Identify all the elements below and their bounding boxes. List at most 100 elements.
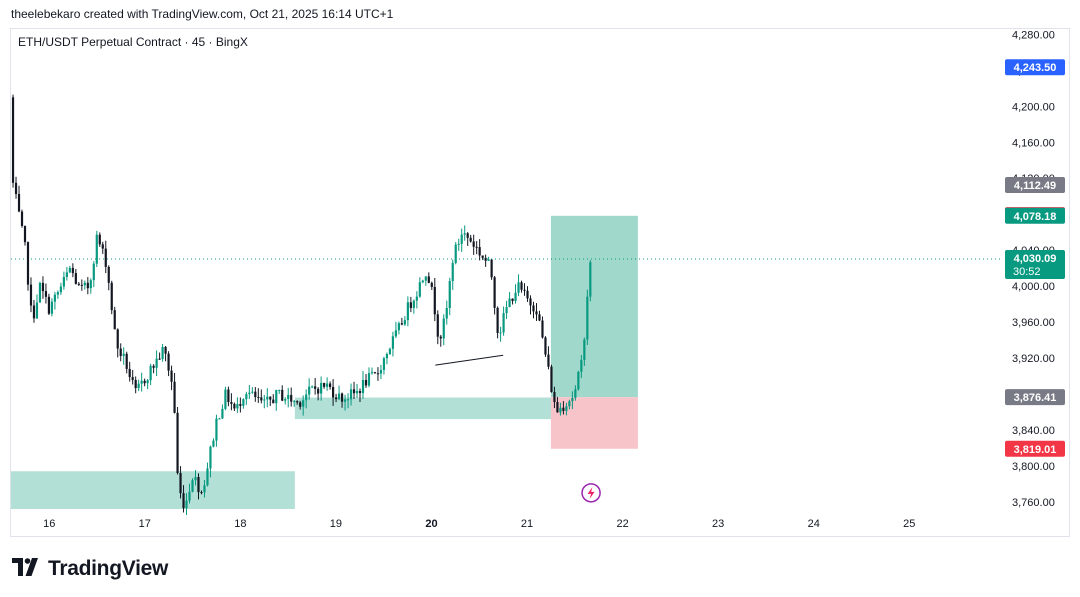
candle-body: [269, 396, 272, 400]
candle: [568, 399, 571, 410]
price-badge-bg: [1005, 440, 1065, 457]
candle: [50, 298, 54, 317]
candle: [14, 176, 18, 199]
candle: [481, 255, 484, 261]
candle-body: [508, 298, 511, 308]
candle-body: [182, 493, 185, 509]
candle: [388, 347, 392, 355]
y-tick-label: 3,920.00: [1012, 353, 1055, 365]
candle-body: [496, 307, 499, 333]
candle-body: [257, 397, 260, 399]
tradingview-brand[interactable]: TradingView: [12, 556, 168, 581]
candle-body: [263, 399, 266, 401]
price-badge-bg: [1005, 250, 1065, 280]
candle-body: [415, 296, 418, 301]
candle-body: [358, 391, 362, 394]
candle-body: [346, 399, 350, 401]
x-tick-label: 19: [330, 518, 342, 530]
candle: [490, 259, 493, 280]
candle-body: [481, 255, 484, 258]
candle-body: [32, 305, 36, 319]
candle: [248, 385, 251, 399]
candle: [323, 382, 326, 389]
candle-body: [337, 393, 341, 400]
candle-body: [553, 392, 556, 403]
candle-body: [409, 302, 412, 308]
candle: [59, 282, 62, 295]
candle: [460, 228, 463, 252]
candle: [394, 321, 398, 339]
x-tick-label: 22: [616, 518, 628, 530]
candle-body: [62, 276, 65, 287]
candle-body: [185, 500, 188, 509]
candle-body: [251, 391, 254, 393]
y-tick-label: 3,800.00: [1012, 461, 1055, 473]
candle: [245, 391, 248, 405]
candle: [62, 271, 65, 290]
candle-body: [281, 389, 284, 401]
candle: [427, 272, 430, 284]
candle-body: [568, 401, 571, 407]
candle-body: [41, 282, 45, 292]
candle-body: [523, 289, 526, 291]
candle: [358, 388, 362, 402]
price-badge: [1005, 207, 1065, 224]
candle: [296, 400, 299, 405]
candle-body: [260, 397, 263, 401]
price-badge-bg: [1005, 389, 1065, 406]
candle-body: [83, 282, 86, 286]
candle-body: [526, 290, 529, 299]
candle-body: [574, 389, 577, 398]
candle-body: [290, 394, 293, 402]
candle: [140, 372, 143, 392]
candle-body: [98, 234, 101, 245]
candle: [463, 225, 466, 241]
candle: [191, 478, 194, 493]
candle: [77, 282, 80, 286]
candle: [86, 277, 89, 295]
candle-body: [47, 296, 51, 314]
candle: [68, 265, 71, 274]
candle-body: [487, 259, 490, 261]
candle: [355, 383, 359, 398]
candle-body: [119, 348, 122, 356]
y-tick-label: 4,000.00: [1012, 281, 1055, 293]
chart-frame: [10, 28, 1070, 537]
candle-body: [314, 386, 317, 389]
candle: [164, 345, 167, 362]
candle-body: [128, 368, 131, 378]
candle: [101, 241, 104, 254]
candle: [263, 394, 266, 409]
candle-body: [275, 389, 278, 404]
candle-body: [287, 394, 290, 400]
candle: [38, 281, 42, 303]
candle-body: [179, 473, 182, 494]
candle-body: [445, 308, 448, 319]
candle-body: [340, 393, 344, 402]
candle: [526, 286, 529, 302]
candle-body: [35, 302, 39, 319]
candle: [167, 351, 170, 377]
candle: [137, 379, 140, 392]
candle: [469, 234, 472, 243]
candle: [209, 445, 212, 478]
candle: [155, 350, 158, 377]
candle: [56, 290, 60, 299]
candle-body: [493, 277, 496, 308]
candle: [131, 370, 134, 385]
candle-body: [391, 336, 395, 349]
candle: [197, 473, 200, 500]
candle-body: [343, 399, 347, 402]
candle: [242, 398, 245, 409]
candle-body: [430, 282, 433, 287]
candle-body: [529, 298, 532, 306]
candle-body: [442, 318, 445, 339]
candle: [254, 387, 257, 402]
candle: [260, 389, 263, 404]
candle: [346, 393, 350, 409]
candle: [514, 284, 517, 304]
candle-body: [412, 300, 415, 308]
candle: [158, 352, 161, 361]
candle-body: [364, 380, 368, 386]
